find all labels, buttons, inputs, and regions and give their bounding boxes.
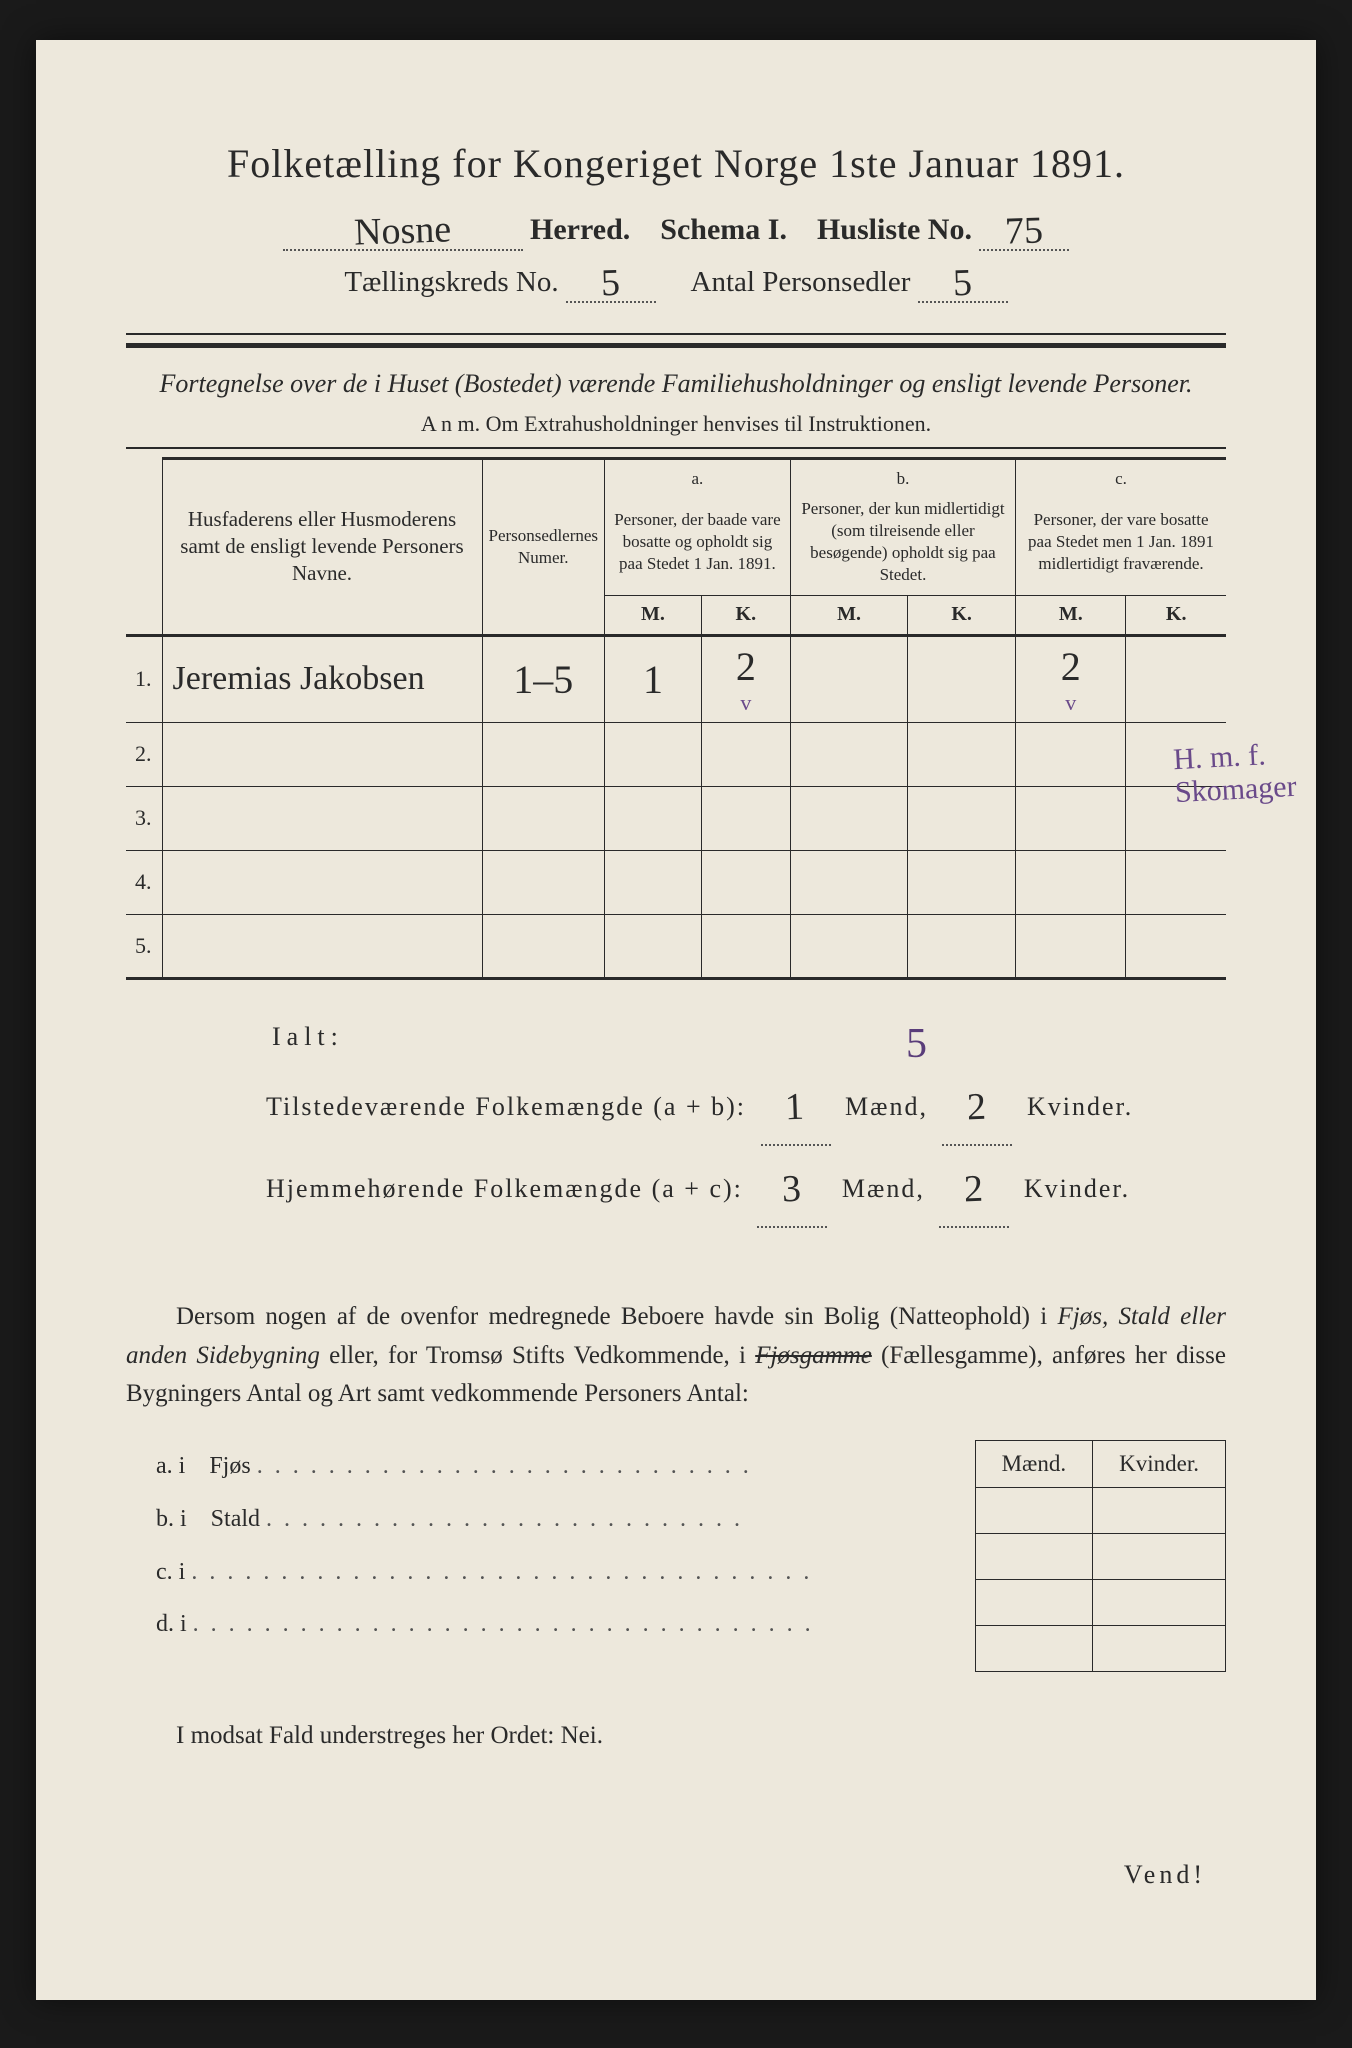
main-table: Husfaderens eller Husmoderens samt de en… bbox=[126, 457, 1226, 979]
antal-label: Antal Personsedler bbox=[691, 266, 911, 298]
header-line-2: Nosne Herred. Schema I. Husliste No. 75 bbox=[126, 205, 1226, 251]
totals-row-1: Tilstedeværende Folkemængde (a + b): 1 M… bbox=[266, 1064, 1226, 1146]
sidebuilding-block: a. i Fjøs . . . . . . . . . . . . . . . … bbox=[126, 1440, 1226, 1672]
anm-note: A n m. Om Extrahusholdninger henvises ti… bbox=[126, 411, 1226, 437]
bottom-line: I modsat Fald understreges her Ordet: Ne… bbox=[126, 1722, 1226, 1750]
b-m: M. bbox=[790, 595, 907, 635]
instruction-paragraph: Dersom nogen af de ovenfor medregnede Be… bbox=[126, 1298, 1226, 1414]
col-a: Personer, der baade vare bosatte og opho… bbox=[605, 490, 791, 595]
kreds-field: 5 bbox=[566, 257, 656, 303]
col-names: Husfaderens eller Husmoderens samt de en… bbox=[162, 459, 482, 635]
census-form-page: Folketælling for Kongeriget Norge 1ste J… bbox=[36, 40, 1316, 2000]
c-m: M. bbox=[1016, 595, 1126, 635]
row-bM bbox=[790, 635, 907, 722]
c-k: K. bbox=[1126, 595, 1226, 635]
vend-label: Vend! bbox=[126, 1860, 1226, 1890]
page-title: Folketælling for Kongeriget Norge 1ste J… bbox=[126, 140, 1226, 187]
mk-table: Mænd.Kvinder. bbox=[975, 1440, 1226, 1672]
a-k: K. bbox=[701, 595, 790, 635]
row-num: 1. bbox=[126, 635, 162, 722]
mk-kvinder: Kvinder. bbox=[1093, 1441, 1226, 1488]
totals-block: Ialt: 5 Tilstedeværende Folkemængde (a +… bbox=[126, 1010, 1226, 1228]
sidebldg-row: a. i Fjøs . . . . . . . . . . . . . . . … bbox=[156, 1440, 955, 1493]
rule-3 bbox=[126, 447, 1226, 449]
col-b-top: b. bbox=[790, 459, 1015, 491]
husliste-label: Husliste No. bbox=[817, 213, 972, 246]
row-aM: 1 bbox=[605, 635, 702, 722]
table-row: 3. bbox=[126, 786, 1226, 850]
row-aK: 2v bbox=[701, 635, 790, 722]
a-m: M. bbox=[605, 595, 702, 635]
herred-handwritten: Nosne bbox=[353, 207, 452, 254]
sidebldg-row: c. i . . . . . . . . . . . . . . . . . .… bbox=[156, 1546, 955, 1599]
herred-field: Nosne bbox=[283, 205, 523, 251]
kreds-handwritten: 5 bbox=[601, 261, 622, 306]
sidebuilding-list: a. i Fjøs . . . . . . . . . . . . . . . … bbox=[126, 1440, 955, 1651]
mk-row bbox=[975, 1626, 1225, 1672]
header-line-3: Tællingskreds No. 5 Antal Personsedler 5 bbox=[126, 257, 1226, 303]
col-c-top: c. bbox=[1016, 459, 1226, 491]
mk-row bbox=[975, 1580, 1225, 1626]
col-numer: Personsedlernes Numer. bbox=[482, 459, 605, 635]
husliste-field: 75 bbox=[979, 205, 1069, 251]
antal-field: 5 bbox=[918, 257, 1008, 303]
totals-row-2: Hjemmehørende Folkemængde (a + c): 3 Mæn… bbox=[266, 1146, 1226, 1228]
table-row: 2. bbox=[126, 722, 1226, 786]
schema-label: Schema I. bbox=[660, 213, 787, 246]
row-cK bbox=[1126, 635, 1226, 722]
sidebldg-row: b. i Stald . . . . . . . . . . . . . . .… bbox=[156, 1493, 955, 1546]
husliste-handwritten: 75 bbox=[1005, 208, 1045, 253]
rule-2 bbox=[126, 343, 1226, 348]
row-bK bbox=[908, 635, 1016, 722]
margin-note: H. m. f. Skomager bbox=[1173, 737, 1298, 809]
sidebldg-row: d. i . . . . . . . . . . . . . . . . . .… bbox=[156, 1598, 955, 1651]
row-cM: 2v bbox=[1016, 635, 1126, 722]
row-numer: 1–5 bbox=[482, 635, 605, 722]
mk-maend: Mænd. bbox=[975, 1441, 1093, 1488]
rule-1 bbox=[126, 333, 1226, 335]
mk-row bbox=[975, 1488, 1225, 1534]
ialt-label: Ialt: bbox=[272, 1022, 344, 1051]
kreds-label: Tællingskreds No. bbox=[344, 266, 558, 298]
herred-label: Herred. bbox=[530, 213, 630, 246]
mk-row bbox=[975, 1534, 1225, 1580]
table-header-row-1: Husfaderens eller Husmoderens samt de en… bbox=[126, 459, 1226, 491]
col-c: Personer, der vare bosatte paa Stedet me… bbox=[1016, 490, 1226, 595]
row-name: Jeremias Jakobsen bbox=[162, 635, 482, 722]
table-row: 4. bbox=[126, 850, 1226, 914]
subtitle: Fortegnelse over de i Huset (Bostedet) v… bbox=[126, 366, 1226, 401]
antal-handwritten: 5 bbox=[952, 261, 973, 306]
col-b: Personer, der kun midlertidigt (som tilr… bbox=[790, 490, 1015, 595]
b-k: K. bbox=[908, 595, 1016, 635]
table-row: 5. bbox=[126, 914, 1226, 978]
table-row: 1. Jeremias Jakobsen 1–5 1 2v 2v bbox=[126, 635, 1226, 722]
ialt-hw: 5 bbox=[906, 1000, 927, 1088]
col-a-top: a. bbox=[605, 459, 791, 491]
